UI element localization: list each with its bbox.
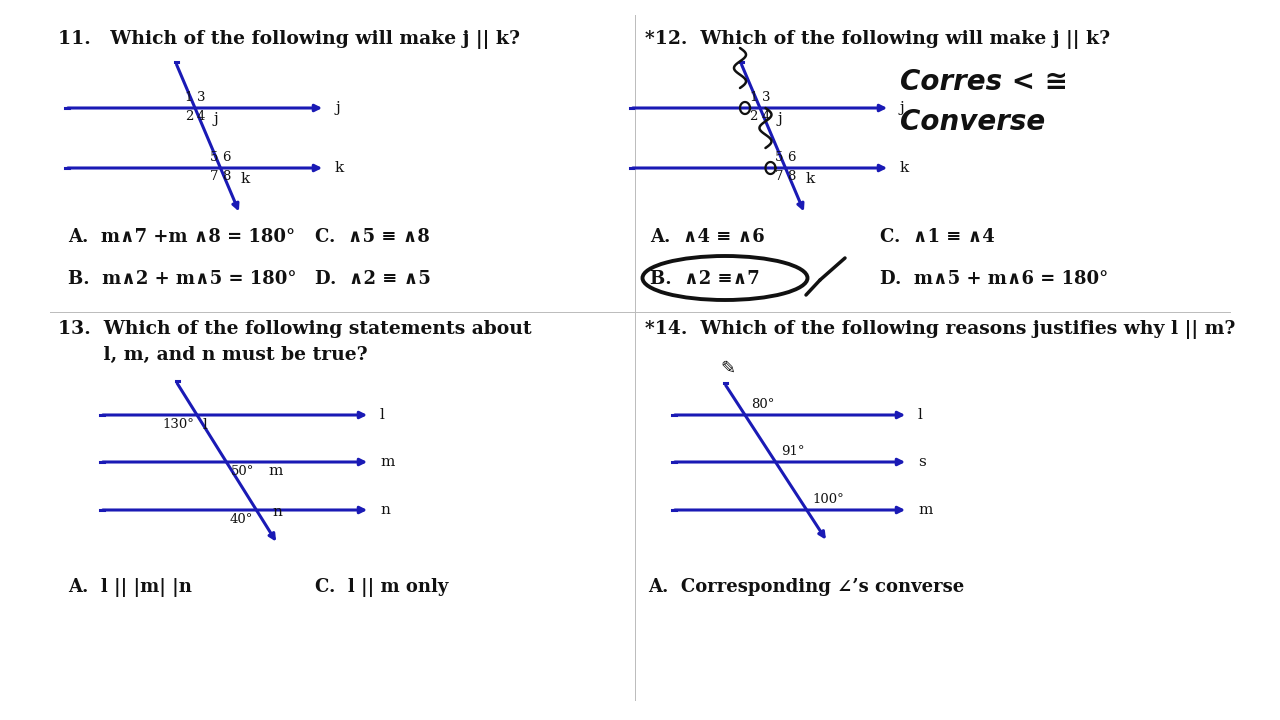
Text: 4: 4 [197,110,205,123]
Text: 11.   Which of the following will make j || k?: 11. Which of the following will make j |… [58,30,520,49]
Text: 50°: 50° [232,465,255,478]
Text: n: n [273,505,282,519]
Text: 7: 7 [774,170,783,183]
Text: m: m [918,503,932,517]
Text: 3: 3 [197,91,206,104]
Text: 6: 6 [787,150,796,163]
Text: A.  ∧4 ≡ ∧6: A. ∧4 ≡ ∧6 [650,228,764,246]
Text: A.  m∧7 +m ∧8 = 180°: A. m∧7 +m ∧8 = 180° [68,228,296,246]
Text: j: j [212,112,218,126]
Text: 2: 2 [750,110,758,123]
Text: k: k [805,172,814,186]
Text: Converse: Converse [900,108,1046,136]
Text: 13.  Which of the following statements about: 13. Which of the following statements ab… [58,320,531,338]
Text: 8: 8 [787,170,796,183]
Text: 7: 7 [210,170,219,183]
Text: C.  ∧1 ≡ ∧4: C. ∧1 ≡ ∧4 [881,228,995,246]
Text: l: l [918,408,923,422]
Text: *14.  Which of the following reasons justifies why l || m?: *14. Which of the following reasons just… [645,320,1235,339]
Text: 91°: 91° [782,445,805,458]
Text: 3: 3 [762,91,771,104]
Text: ✎: ✎ [721,360,736,378]
Text: m: m [269,464,283,478]
Text: A.  l || |m| |n: A. l || |m| |n [68,578,192,597]
Text: *12.  Which of the following will make j || k?: *12. Which of the following will make j … [645,30,1110,49]
Text: 8: 8 [223,170,230,183]
Text: j: j [900,101,905,115]
Text: 5: 5 [210,150,219,163]
Text: C.  l || m only: C. l || m only [315,578,448,597]
Text: D.  ∧2 ≡ ∧5: D. ∧2 ≡ ∧5 [315,270,431,288]
Text: 5: 5 [776,150,783,163]
Text: j: j [335,101,339,115]
Text: A.  Corresponding ∠’s converse: A. Corresponding ∠’s converse [648,578,964,596]
Text: 130°: 130° [163,418,195,431]
Text: 1: 1 [750,91,758,104]
Text: s: s [918,455,925,469]
Text: l: l [380,408,385,422]
Text: k: k [335,161,344,175]
Text: C.  ∧5 ≡ ∧8: C. ∧5 ≡ ∧8 [315,228,430,246]
Text: k: k [900,161,909,175]
Text: l: l [204,418,207,432]
Text: 40°: 40° [230,513,253,526]
Text: l, m, and n must be true?: l, m, and n must be true? [58,346,367,364]
Text: j: j [778,112,783,126]
Text: D.  m∧5 + m∧6 = 180°: D. m∧5 + m∧6 = 180° [881,270,1108,288]
Text: Corres < ≅: Corres < ≅ [900,68,1068,96]
Text: 6: 6 [223,150,230,163]
Text: k: k [241,172,250,186]
Text: 80°: 80° [751,398,774,411]
Text: m: m [380,455,394,469]
Text: 4: 4 [762,110,771,123]
Text: 2: 2 [184,110,193,123]
Text: 100°: 100° [813,493,845,506]
Text: B.  ∧2 ≡∧7: B. ∧2 ≡∧7 [650,270,760,288]
Text: n: n [380,503,390,517]
Text: B.  m∧2 + m∧5 = 180°: B. m∧2 + m∧5 = 180° [68,270,297,288]
Text: 1: 1 [184,91,193,104]
